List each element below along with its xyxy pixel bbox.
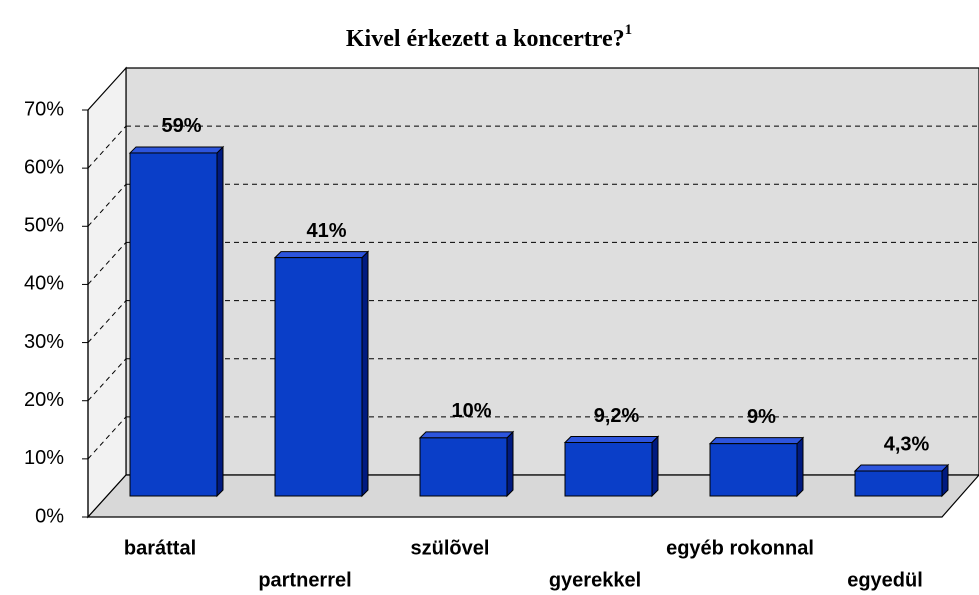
bar-side (216, 145, 224, 498)
bar (129, 152, 218, 497)
side-wall (87, 66, 127, 519)
bar-top (418, 431, 515, 439)
y-tick-label: 10% (24, 447, 64, 469)
bar-top (853, 464, 950, 472)
grid-line (87, 125, 127, 169)
back-wall (125, 67, 979, 476)
bar-side (361, 250, 369, 498)
grid-line (87, 242, 127, 285)
bar-side (506, 430, 514, 498)
grid-line (87, 183, 127, 227)
bar-top (708, 437, 805, 445)
y-tick-label: 70% (24, 98, 64, 120)
bar-side (651, 435, 659, 498)
y-tick-label: 0% (35, 505, 64, 527)
data-label: 41% (306, 220, 346, 242)
bar-side (796, 436, 804, 498)
grid-line (87, 416, 127, 460)
bar (854, 470, 943, 497)
grid-line (87, 358, 127, 402)
data-label: 9% (747, 406, 776, 428)
grid-line (87, 300, 127, 343)
y-tick-label: 40% (24, 273, 64, 295)
y-tick-label: 20% (24, 389, 64, 411)
x-tick-label: egyedül (847, 569, 923, 591)
data-label: 9,2% (594, 405, 640, 427)
chart-title: Kivel érkezett a koncertre?1 (346, 22, 632, 51)
x-tick-label: egyéb rokonnal (666, 537, 814, 559)
bar (709, 443, 798, 497)
data-label: 59% (161, 115, 201, 137)
x-tick-label: partnerrel (258, 569, 351, 591)
x-tick-label: baráttal (124, 537, 196, 559)
x-tick-label: gyerekkel (549, 569, 641, 591)
bar (419, 437, 508, 497)
bar (274, 257, 363, 497)
bar (564, 442, 653, 497)
y-tick-label: 60% (24, 156, 64, 178)
bar-top (128, 146, 225, 154)
y-tick-label: 30% (24, 331, 64, 353)
y-tick-label: 50% (24, 215, 64, 237)
bar-top (273, 251, 370, 259)
x-tick-label: szülõvel (411, 537, 490, 559)
data-label: 4,3% (884, 433, 930, 455)
bar-top (563, 436, 660, 444)
data-label: 10% (451, 400, 491, 422)
